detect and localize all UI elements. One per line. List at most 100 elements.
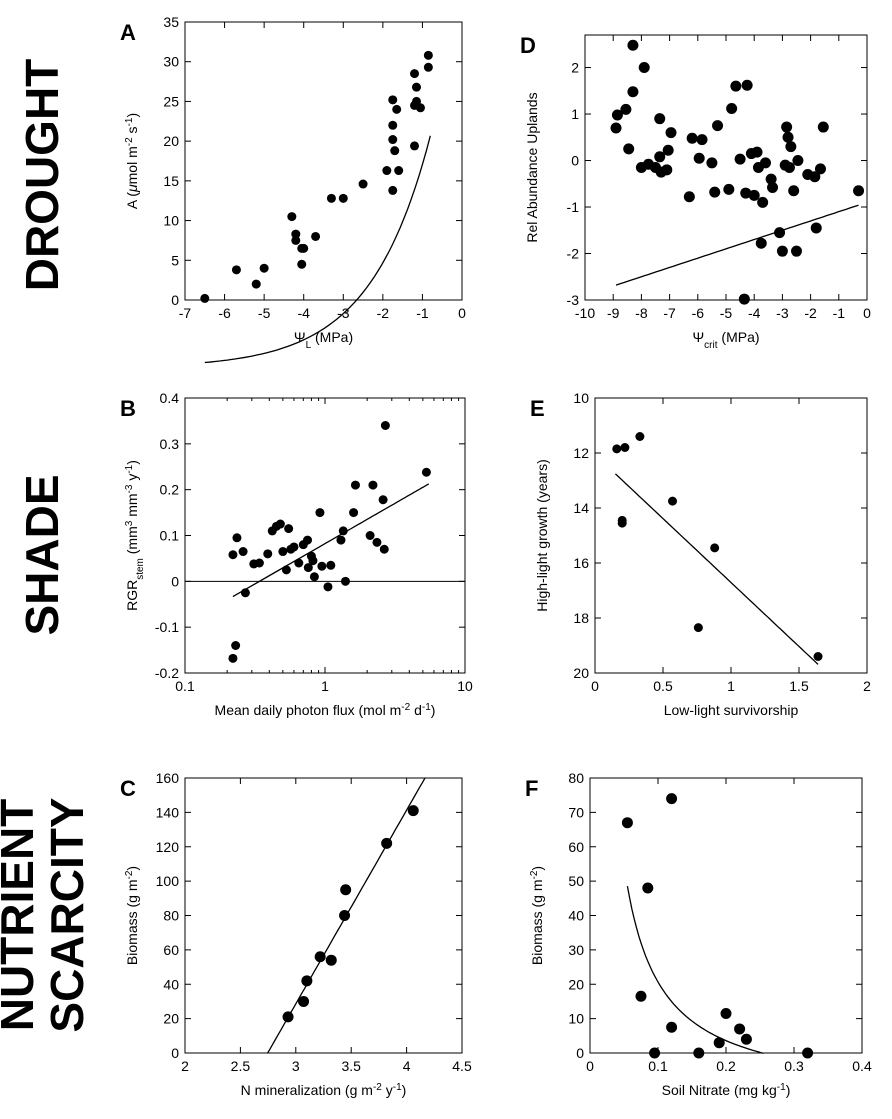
x-tick-label: -7 <box>179 305 192 321</box>
data-point <box>734 1023 746 1035</box>
data-point <box>238 547 248 557</box>
x-tick-label: -6 <box>218 305 231 321</box>
y-tick-label: 20 <box>163 1011 179 1027</box>
data-point <box>759 157 771 169</box>
x-tick-label: 4 <box>403 1058 411 1074</box>
y-tick-label: 10 <box>568 1011 584 1027</box>
x-tick-label: 0 <box>458 305 466 321</box>
data-point <box>340 576 350 586</box>
data-point <box>294 558 304 568</box>
fit-line <box>204 135 431 364</box>
x-axis-label: Low-light survivorship <box>664 702 799 718</box>
data-point <box>411 82 421 92</box>
x-tick-label: -9 <box>607 305 620 321</box>
y-tick-label: 30 <box>568 942 584 958</box>
data-point <box>686 132 698 144</box>
data-point <box>713 1037 725 1049</box>
y-tick-label: 80 <box>163 908 179 924</box>
data-point <box>325 954 337 966</box>
data-point <box>788 185 800 197</box>
data-point <box>774 227 786 239</box>
y-tick-label: -1 <box>567 199 580 215</box>
y-tick-label: -0.1 <box>155 619 179 635</box>
data-point <box>723 183 735 195</box>
data-point <box>282 1011 294 1023</box>
data-point <box>410 69 420 79</box>
y-tick-label: 60 <box>163 942 179 958</box>
data-point <box>423 62 433 72</box>
x-tick-label: -1 <box>416 305 429 321</box>
data-point <box>617 515 627 525</box>
data-point <box>358 179 368 189</box>
x-tick-label: 4.5 <box>452 1058 472 1074</box>
data-point <box>336 535 346 545</box>
chart-panel-b: B 0.1 1 10 -0.2 -0.1 0 0.1 0.2 0.3 0.4 Mean daily p… <box>120 390 473 718</box>
x-tick-label: -2 <box>377 305 390 321</box>
data-point <box>278 547 288 557</box>
x-axis-label: Ψcrit (MPa) <box>692 329 759 351</box>
plot-frame <box>184 777 463 1054</box>
x-tick-label: 0.1 <box>648 1058 668 1074</box>
data-point <box>421 467 431 477</box>
data-point <box>782 131 794 143</box>
x-tick-label: -5 <box>258 305 271 321</box>
data-point <box>297 259 307 269</box>
data-point <box>792 155 804 167</box>
data-point <box>620 443 630 452</box>
data-point <box>693 623 703 633</box>
y-tick-label: 2 <box>571 60 579 76</box>
y-tick-label: 100 <box>156 873 180 889</box>
data-point <box>415 103 425 113</box>
data-point <box>627 39 639 51</box>
data-point <box>390 146 400 156</box>
y-tick-label: 12 <box>573 445 589 461</box>
data-point <box>611 109 623 121</box>
data-point <box>649 1047 661 1059</box>
data-point <box>710 543 720 553</box>
x-tick-label: 0.3 <box>784 1058 804 1074</box>
data-point <box>730 80 742 92</box>
y-tick-label: 20 <box>568 976 584 992</box>
data-point <box>314 951 326 963</box>
data-point <box>765 173 777 185</box>
data-point <box>382 166 392 176</box>
data-point <box>284 524 294 534</box>
x-tick-label: 1.5 <box>789 678 809 694</box>
data-point <box>620 103 632 115</box>
data-point <box>368 480 378 490</box>
data-point <box>741 79 753 91</box>
panel-letter: A <box>120 20 136 45</box>
data-point <box>740 1033 752 1045</box>
data-point <box>654 113 666 125</box>
y-tick-label: 1 <box>571 106 579 122</box>
y-tick-label: 120 <box>156 839 180 855</box>
x-tick-label: 3.5 <box>341 1058 361 1074</box>
x-axis-label: N mineralization (g m-2 y-1) <box>241 1082 407 1099</box>
data-point <box>350 480 360 490</box>
data-point <box>693 1047 705 1059</box>
data-point <box>706 157 718 169</box>
y-tick-label: 30 <box>163 54 179 70</box>
row-label: NUTRIENT <box>0 799 43 1032</box>
data-point <box>661 164 673 176</box>
x-tick-label: 0.1 <box>175 678 195 694</box>
data-point <box>338 526 348 536</box>
y-tick-label: 0.1 <box>160 528 180 544</box>
data-point <box>755 237 767 249</box>
y-tick-label: -0.2 <box>155 665 179 681</box>
row-label: SHADE <box>16 474 68 635</box>
panel-letter: D <box>520 33 536 58</box>
data-point <box>388 185 398 195</box>
fit-line <box>232 483 429 598</box>
data-point <box>231 265 241 275</box>
y-tick-label: 80 <box>568 770 584 786</box>
data-point <box>776 245 788 257</box>
y-tick-label: 160 <box>156 770 180 786</box>
plot-frame <box>184 21 463 301</box>
y-tick-label: 10 <box>573 390 589 406</box>
data-point <box>791 245 802 257</box>
data-point <box>720 1007 732 1019</box>
data-point <box>299 243 309 253</box>
